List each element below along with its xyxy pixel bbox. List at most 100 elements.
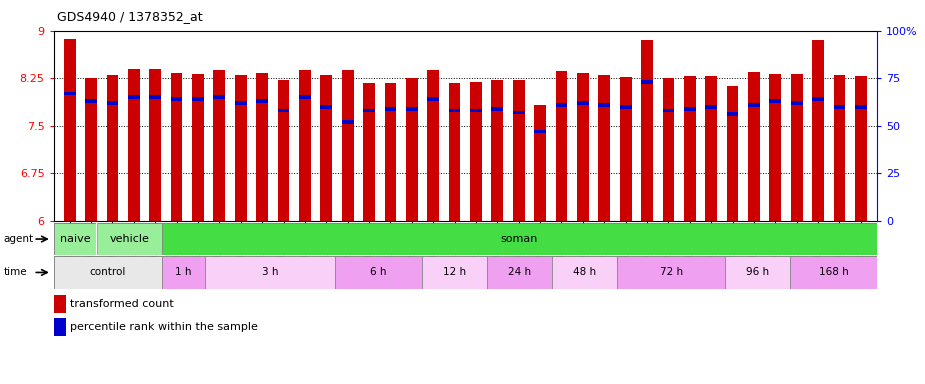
Bar	[791, 101, 803, 105]
Bar	[64, 39, 76, 221]
Text: transformed count: transformed count	[70, 299, 174, 309]
Bar	[770, 74, 782, 221]
Bar	[684, 107, 696, 111]
Bar	[620, 105, 632, 109]
Bar	[487, 256, 552, 289]
Bar	[364, 83, 375, 221]
Bar	[214, 95, 226, 99]
Bar	[320, 75, 332, 221]
Bar	[256, 73, 268, 221]
Bar	[705, 105, 717, 109]
Bar	[364, 109, 375, 113]
Text: agent: agent	[4, 234, 34, 244]
Text: 12 h: 12 h	[443, 267, 466, 278]
Text: 3 h: 3 h	[262, 267, 278, 278]
Bar	[171, 97, 182, 101]
Text: 1 h: 1 h	[176, 267, 191, 278]
Bar	[214, 70, 226, 221]
Bar	[235, 75, 247, 221]
Bar	[235, 101, 247, 105]
Bar	[64, 91, 76, 95]
Bar	[641, 40, 653, 221]
Bar	[149, 95, 161, 99]
Bar	[662, 109, 674, 113]
Bar	[54, 295, 67, 313]
Bar	[855, 76, 867, 221]
Bar	[790, 256, 877, 289]
Bar	[149, 69, 161, 221]
Text: 48 h: 48 h	[573, 267, 596, 278]
Bar	[556, 103, 567, 107]
Text: naive: naive	[60, 234, 91, 244]
Bar	[427, 97, 439, 101]
Bar	[385, 83, 396, 221]
Bar	[791, 74, 803, 221]
Bar	[598, 75, 610, 221]
Bar	[470, 109, 482, 113]
Text: percentile rank within the sample: percentile rank within the sample	[70, 322, 258, 332]
Bar	[684, 76, 696, 221]
Bar	[192, 97, 204, 101]
Bar	[725, 256, 790, 289]
Bar	[128, 69, 140, 221]
Bar	[641, 80, 653, 84]
Bar	[406, 107, 418, 111]
Bar	[705, 76, 717, 221]
Bar	[205, 256, 335, 289]
Bar	[54, 223, 97, 255]
Bar	[171, 73, 182, 221]
Bar	[833, 105, 845, 109]
Text: 6 h: 6 h	[370, 267, 387, 278]
Bar	[833, 75, 845, 221]
Bar	[335, 256, 422, 289]
Bar	[278, 80, 290, 221]
Bar	[106, 101, 118, 105]
Bar	[491, 107, 503, 111]
Bar	[727, 113, 738, 116]
Bar	[299, 95, 311, 99]
Bar	[256, 99, 268, 103]
Bar	[556, 71, 567, 221]
Bar	[577, 73, 589, 221]
Bar	[449, 83, 461, 221]
Bar	[577, 101, 589, 105]
Text: 168 h: 168 h	[819, 267, 848, 278]
Text: time: time	[4, 267, 28, 278]
Bar	[320, 105, 332, 109]
Bar	[535, 129, 546, 133]
Bar	[162, 256, 205, 289]
Bar	[299, 70, 311, 221]
Bar	[162, 223, 877, 255]
Text: GDS4940 / 1378352_at: GDS4940 / 1378352_at	[57, 10, 203, 23]
Bar	[770, 99, 782, 103]
Bar	[512, 80, 524, 221]
Bar	[192, 74, 204, 221]
Bar	[342, 70, 353, 221]
Text: control: control	[90, 267, 126, 278]
Bar	[662, 78, 674, 221]
Bar	[470, 82, 482, 221]
Bar	[106, 75, 118, 221]
Bar	[128, 95, 140, 99]
Bar	[620, 77, 632, 221]
Bar	[449, 109, 461, 113]
Bar	[491, 79, 503, 221]
Bar	[512, 111, 524, 114]
Bar	[427, 70, 439, 221]
Bar	[748, 103, 759, 107]
Bar	[385, 107, 396, 111]
Bar	[85, 99, 97, 103]
Bar	[406, 78, 418, 221]
Bar	[535, 106, 546, 221]
Bar	[97, 223, 162, 255]
Bar	[54, 318, 67, 336]
Bar	[85, 78, 97, 221]
Bar	[812, 97, 824, 101]
Bar	[54, 256, 162, 289]
Bar	[855, 105, 867, 109]
Bar	[342, 120, 353, 124]
Bar	[598, 103, 610, 107]
Bar	[422, 256, 487, 289]
Text: 24 h: 24 h	[508, 267, 531, 278]
Text: 96 h: 96 h	[746, 267, 770, 278]
